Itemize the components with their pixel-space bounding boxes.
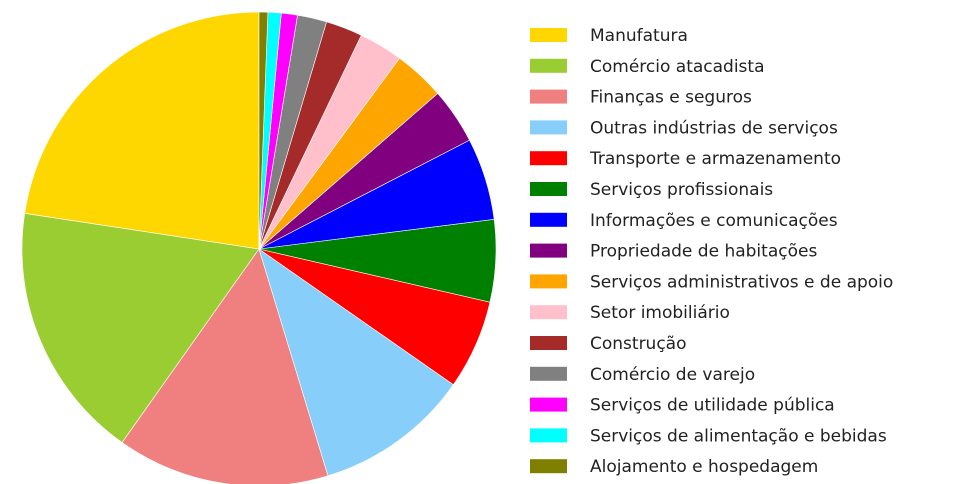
legend-label: Transporte e armazenamento <box>589 149 841 169</box>
legend-swatch <box>530 366 567 381</box>
legend-label: Alojamento e hospedagem <box>590 457 818 477</box>
legend-label: Construção <box>590 334 687 354</box>
legend-swatch <box>530 397 567 412</box>
legend-label: Serviços de alimentação e bebidas <box>590 426 887 446</box>
legend-swatch <box>530 120 567 135</box>
legend-swatch <box>530 58 567 73</box>
legend-swatch <box>530 459 567 474</box>
legend-swatch <box>530 243 567 258</box>
legend-label: Serviços de utilidade pública <box>590 396 835 416</box>
legend-swatch <box>530 428 567 443</box>
pie-slice <box>24 11 260 250</box>
legend-swatch <box>530 274 567 289</box>
pie-slice <box>258 11 269 250</box>
legend-swatch <box>530 28 567 42</box>
pie-slice <box>121 248 329 484</box>
legend-label: Propriedade de habitações <box>590 242 817 262</box>
legend-swatch <box>530 182 567 196</box>
legend-label: Comércio atacadista <box>590 57 765 77</box>
legend-swatch <box>530 336 567 350</box>
legend-label: Serviços administrativos e de apoio <box>590 272 893 292</box>
legend-label: Manufatura <box>590 26 688 46</box>
pie-slice <box>258 248 454 477</box>
legend-label: Outras indústrias de serviços <box>590 118 838 138</box>
legend-label: Informações e comunicações <box>590 211 838 231</box>
legend-swatch <box>530 89 567 104</box>
legend-swatch <box>530 151 567 166</box>
legend-label: Finanças e seguros <box>590 88 752 108</box>
legend-label: Setor imobiliário <box>590 303 730 323</box>
legend-label: Serviços profissionais <box>590 180 773 200</box>
pie-slice <box>21 213 260 443</box>
legend-swatch <box>530 212 567 227</box>
legend-label: Comércio de varejo <box>590 365 755 385</box>
legend-swatch <box>530 305 567 320</box>
